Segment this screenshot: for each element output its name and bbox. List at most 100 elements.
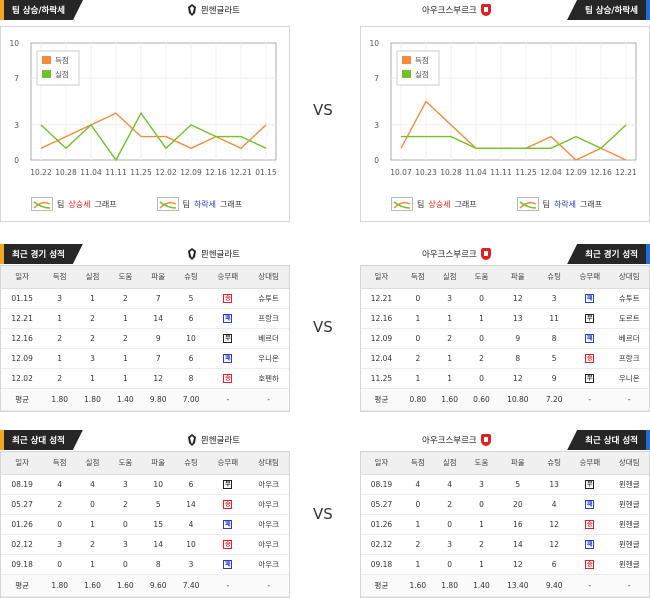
left-h2h-table: 일자 득점 실점 도움 파울 슈팅 승무패 상대팀 08.19 4 4 3 10 6 무 아우크 05.27 2 0…	[1, 452, 289, 597]
average-cell: -	[248, 574, 289, 597]
average-row: 평균 1.80 1.60 1.60 9.60 7.40- -	[1, 574, 289, 597]
table-cell: 2	[76, 328, 109, 349]
result-badge: 승	[223, 374, 233, 383]
average-cell: -	[609, 388, 649, 411]
table-cell: 0	[465, 368, 498, 389]
table-cell: 3	[433, 534, 466, 555]
table-cell: 7	[141, 288, 175, 309]
table-row: 12.09 0 2 0 9 8 패 베르더	[361, 328, 649, 349]
table-cell: 0	[76, 494, 109, 515]
table-row: 02.12 2 3 2 14 12 패 뮌헨글	[361, 534, 649, 555]
average-cell: 1.80	[43, 574, 77, 597]
table-cell: 8	[497, 348, 539, 369]
table-cell: 아우크	[248, 514, 289, 535]
y-tick-label: 3	[374, 121, 379, 130]
table-cell: 1	[108, 308, 142, 329]
table-cell: 1	[43, 348, 77, 369]
table-cell: 15	[141, 514, 175, 535]
x-tick-label: 12.04	[540, 168, 562, 177]
table-row: 01.15 3 1 2 7 5 승 슈투트	[1, 288, 289, 309]
table-cell: 12	[141, 368, 175, 389]
column-header: 파울	[141, 266, 175, 289]
table-cell: 3	[465, 474, 498, 495]
average-cell: 7.20	[538, 388, 571, 411]
average-cell: -	[207, 388, 249, 411]
table-cell: 1	[76, 514, 109, 535]
table-cell: 0	[43, 554, 77, 575]
table-cell: 5	[174, 288, 208, 309]
result-badge: 승	[585, 354, 595, 363]
result-badge: 승	[223, 500, 233, 509]
table-row: 08.19 4 4 3 5 13 무 뮌헨글	[361, 474, 649, 495]
result-badge: 무	[223, 334, 233, 343]
table-cell: 08.19	[361, 474, 402, 495]
table-cell: 13	[497, 308, 539, 329]
average-cell: 1.40	[465, 574, 498, 597]
column-header: 파울	[497, 266, 539, 289]
table-row: 12.21 1 2 1 14 6 패 프랑크	[1, 308, 289, 329]
table-cell: 2	[433, 494, 466, 515]
column-header: 도움	[465, 452, 498, 475]
table-cell: 12.04	[361, 348, 402, 369]
table-cell: 08.19	[1, 474, 44, 495]
series-line-0	[40, 112, 267, 150]
column-header: 슈팅	[538, 452, 571, 475]
legend-swatch	[402, 70, 411, 78]
column-header: 실점	[433, 452, 466, 475]
left-team-label: 뮌헨글라트	[187, 4, 240, 16]
vs-label-1: VS	[313, 101, 333, 119]
average-cell: 1.60	[401, 574, 434, 597]
rise-legend-icon	[31, 197, 53, 211]
result-badge: 패	[223, 314, 233, 323]
table-cell: 1	[401, 368, 434, 389]
column-header: 도움	[108, 266, 142, 289]
x-tick-label: 12.09	[180, 168, 202, 177]
table-cell: 프랑크	[609, 348, 649, 369]
left-recent-team: 뮌헨글라트	[187, 248, 240, 260]
x-tick-label: 11.25	[130, 168, 152, 177]
table-cell: 05.27	[361, 494, 402, 515]
legend-box	[36, 50, 80, 86]
average-cell: 평균	[1, 574, 44, 597]
left-recent-table-panel: 일자 득점 실점 도움 파울 슈팅 승무패 상대팀 01.15 3 1 2 7 5 승 슈투트 12.21 1 2 1…	[0, 265, 290, 412]
x-tick-label: 12.21	[230, 168, 252, 177]
average-cell: -	[248, 388, 289, 411]
table-row: 09.18 0 1 0 8 3 패 아우크	[1, 554, 289, 575]
table-cell: 2	[43, 368, 77, 389]
table-cell: 6	[538, 554, 571, 575]
table-cell: 12	[497, 368, 539, 389]
right-h2h-team: 아우크스부르크	[422, 434, 491, 446]
legend-swatch	[42, 70, 51, 78]
vs-label-3: VS	[313, 505, 333, 523]
gladbach-crest-icon	[187, 4, 196, 16]
column-header: 실점	[76, 452, 109, 475]
y-tick-label: 7	[374, 74, 379, 83]
x-tick-label: 10.28	[440, 168, 462, 177]
table-cell: 11	[538, 308, 571, 329]
table-cell: 13	[538, 474, 571, 495]
x-tick-label: 10.22	[30, 168, 52, 177]
average-cell: 1.40	[108, 388, 142, 411]
table-cell: 14	[497, 534, 539, 555]
result-badge: 무	[585, 374, 595, 383]
y-tick-label: 10	[9, 39, 19, 48]
table-cell: 5	[497, 474, 539, 495]
y-tick-label: 0	[14, 156, 19, 165]
legend-label: 실점	[55, 69, 69, 79]
table-cell: 2	[465, 534, 498, 555]
table-cell: 0	[465, 494, 498, 515]
table-cell: 1	[76, 368, 109, 389]
column-header: 득점	[401, 452, 434, 475]
x-tick-label: 10.23	[415, 168, 437, 177]
column-header: 상대팀	[248, 452, 289, 475]
x-tick-label: 11.11	[490, 168, 512, 177]
table-cell: 12.09	[1, 348, 44, 369]
table-cell: 3	[538, 288, 571, 309]
gladbach-crest-icon	[187, 434, 196, 446]
series-line-1	[40, 111, 267, 162]
average-cell: 1.80	[76, 388, 109, 411]
table-cell: 16	[497, 514, 539, 535]
table-cell: 6	[174, 348, 208, 369]
right-chart-header: 아우크스부르크 팀 상승/하락세	[360, 0, 650, 20]
